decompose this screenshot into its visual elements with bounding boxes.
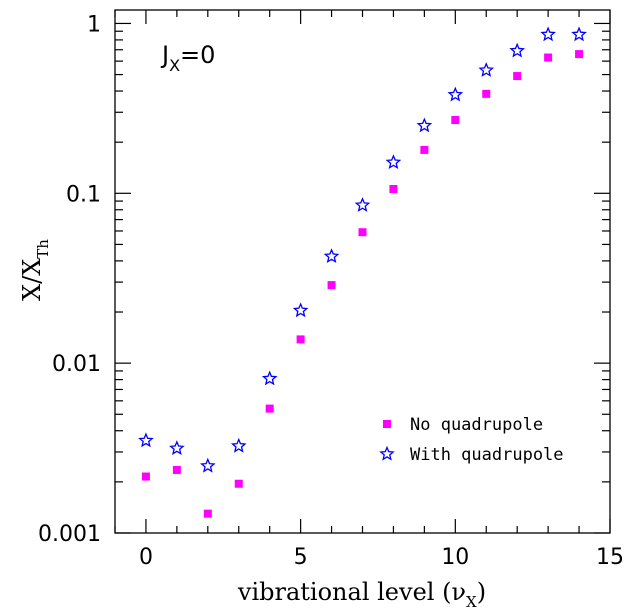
data-point-with-quadrupole [261, 370, 278, 386]
y-tick-label: 0.01 [52, 352, 101, 377]
data-point-no-quadrupole [575, 50, 584, 59]
y-tick-label: 0.1 [66, 182, 101, 207]
axis-ticks [114, 10, 611, 534]
data-point-with-quadrupole [509, 42, 525, 58]
data-point-no-quadrupole [141, 472, 150, 481]
legend: No quadrupole With quadrupole [379, 415, 564, 465]
data-point-with-quadrupole [169, 440, 185, 455]
legend-label-with-quadrupole: With quadrupole [410, 445, 564, 465]
data-point-no-quadrupole [482, 89, 491, 98]
data-point-with-quadrupole [323, 248, 340, 264]
legend-marker-with-quadrupole [379, 445, 395, 461]
y-axis-label: X/XTh [18, 239, 52, 301]
data-point-with-quadrupole [416, 117, 433, 133]
x-tick-label: 10 [441, 545, 469, 570]
x-tick-label: 0 [139, 545, 153, 570]
y-tick-label: 1 [87, 12, 101, 37]
data-point-with-quadrupole [478, 62, 495, 77]
data-point-no-quadrupole [203, 509, 212, 518]
data-point-no-quadrupole [389, 185, 398, 194]
data-point-with-quadrupole [447, 86, 464, 102]
data-point-with-quadrupole [292, 302, 309, 318]
data-point-no-quadrupole [327, 281, 336, 290]
data-point-no-quadrupole [265, 404, 274, 413]
data-point-no-quadrupole [234, 479, 243, 488]
legend-markers [379, 420, 395, 461]
data-point-with-quadrupole [138, 432, 154, 448]
data-point-no-quadrupole [358, 228, 367, 237]
data-point-with-quadrupole [571, 26, 587, 42]
data-point-with-quadrupole [230, 437, 247, 453]
data-point-with-quadrupole [354, 197, 371, 212]
x-tick-label: 15 [596, 545, 624, 570]
x-axis-label: vibrational level (νX) [237, 578, 486, 608]
data-point-with-quadrupole [540, 26, 556, 42]
data-point-no-quadrupole [420, 145, 429, 154]
data-point-no-quadrupole [296, 335, 305, 344]
tick-labels: 0 5 10 15 0.001 0.01 0.1 1 [38, 12, 624, 570]
legend-label-no-quadrupole: No quadrupole [410, 415, 543, 435]
data-points [138, 26, 587, 518]
data-point-no-quadrupole [513, 72, 522, 81]
legend-marker-no-quadrupole [383, 420, 391, 428]
y-tick-label: 0.001 [38, 522, 101, 547]
x-tick-label: 5 [294, 545, 308, 570]
data-point-no-quadrupole [172, 465, 181, 474]
annotation-jx: JX=0 [160, 41, 215, 75]
data-point-with-quadrupole [385, 154, 402, 170]
data-point-no-quadrupole [451, 116, 460, 125]
data-point-with-quadrupole [200, 457, 216, 473]
data-point-no-quadrupole [544, 53, 553, 62]
